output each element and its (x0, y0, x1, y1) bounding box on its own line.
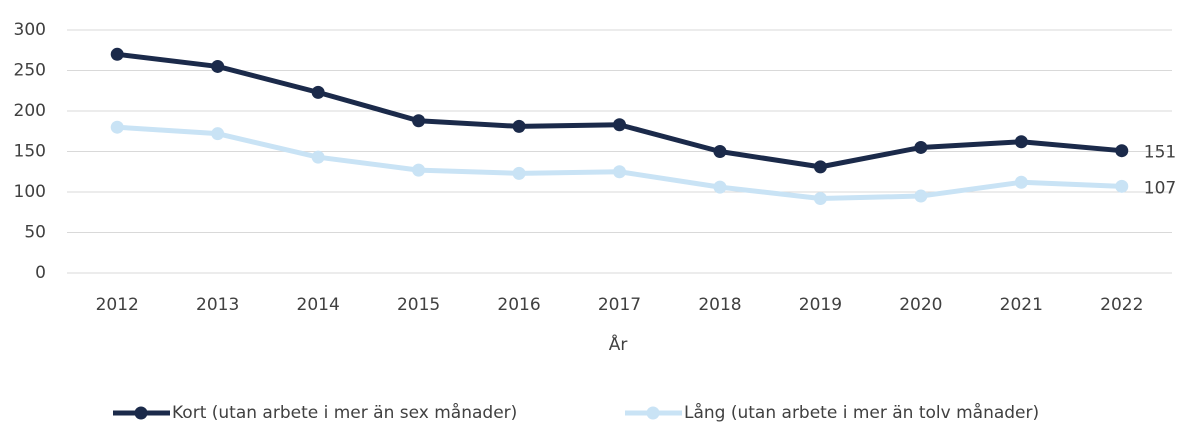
data-point (311, 85, 325, 99)
x-tick-label: 2016 (497, 295, 540, 315)
data-point (211, 59, 225, 73)
y-tick-label: 50 (24, 223, 46, 243)
data-point (110, 47, 124, 61)
y-tick-label: 0 (35, 263, 46, 283)
data-point (512, 119, 526, 133)
x-tick-label: 2019 (799, 295, 842, 315)
x-tick-label: 2018 (698, 295, 741, 315)
legend-label: Lång (utan arbete i mer än tolv månader) (684, 402, 1039, 423)
x-tick-label: 2017 (598, 295, 641, 315)
series-line (117, 124, 1122, 201)
data-point (613, 118, 626, 132)
y-tick-label: 150 (14, 142, 46, 162)
data-point (713, 180, 727, 194)
data-point (813, 160, 827, 174)
x-tick-label: 2020 (899, 295, 942, 315)
x-axis-label: År (609, 333, 628, 355)
y-tick-label: 200 (14, 101, 46, 121)
legend-marker (134, 406, 148, 420)
data-point (1014, 135, 1028, 149)
data-point (914, 189, 928, 203)
x-tick-label: 2013 (196, 295, 239, 315)
data-label: 107 (1144, 178, 1176, 198)
data-point (1115, 144, 1129, 158)
data-point (512, 166, 526, 180)
data-point (914, 140, 928, 154)
x-tick-label: 2015 (397, 295, 440, 315)
data-point (110, 120, 124, 134)
data-point (1115, 179, 1129, 193)
x-tick-label: 2022 (1100, 295, 1143, 315)
y-tick-label: 100 (14, 182, 46, 202)
y-tick-label: 250 (14, 61, 46, 81)
data-point (813, 191, 827, 205)
x-tick-label: 2014 (297, 295, 340, 315)
x-tick-label: 2021 (1000, 295, 1043, 315)
data-point (1014, 175, 1028, 189)
data-point (211, 127, 225, 141)
legend-label: Kort (utan arbete i mer än sex månader) (172, 402, 517, 423)
data-point (412, 114, 426, 128)
data-point (713, 145, 727, 158)
y-tick-label: 300 (14, 20, 46, 40)
data-point (613, 165, 626, 179)
data-point (311, 150, 325, 164)
data-label: 151 (1144, 143, 1176, 163)
legend-marker (646, 406, 660, 420)
data-point (412, 163, 426, 177)
x-tick-label: 2012 (96, 295, 139, 315)
